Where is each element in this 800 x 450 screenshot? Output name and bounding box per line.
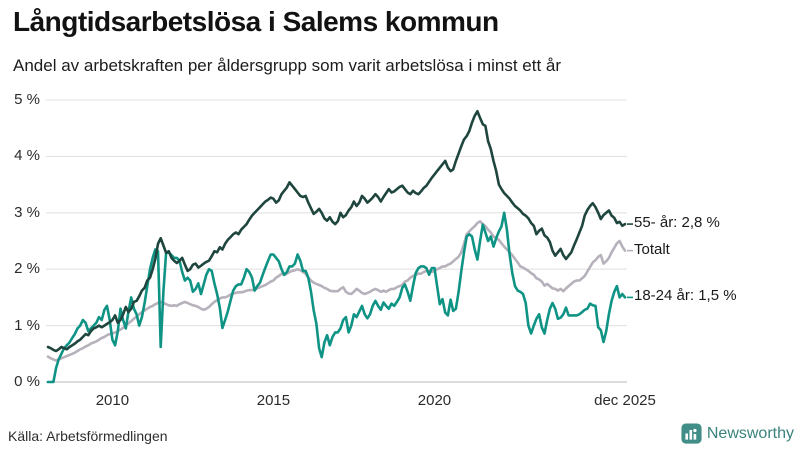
source-text: Källa: Arbetsförmedlingen [8, 428, 168, 444]
x-axis-label-2020: 2020 [417, 392, 452, 409]
page-title: Långtidsarbetslösa i Salems kommun [13, 6, 499, 37]
x-axis-label-2010: 2010 [95, 392, 130, 409]
y-axis-label-5: 5 % [14, 91, 40, 108]
newsworthy-logo[interactable]: Newsworthy [681, 423, 794, 444]
x-axis-label-2015: 2015 [256, 392, 291, 409]
newsworthy-icon [681, 423, 702, 444]
y-axis-label-1: 1 % [14, 316, 40, 334]
series-line-totalt [46, 220, 627, 362]
y-axis-label-3: 3 % [14, 203, 40, 221]
end-label-totalt: Totalt [634, 240, 670, 258]
series-line-18-24-r [46, 211, 627, 384]
series-line-55-r [46, 110, 627, 353]
y-axis-label-2: 2 % [14, 260, 40, 278]
page-subtitle: Andel av arbetskraften per åldersgrupp s… [13, 56, 562, 75]
newsworthy-wordmark: Newsworthy [706, 424, 794, 442]
end-label-18-24-r: 18-24 år: 1,5 % [634, 287, 737, 305]
x-axis-label-dec-2025: dec 2025 [594, 392, 656, 409]
end-label-55-r: 55- år: 2,8 % [634, 214, 720, 232]
y-axis-label-0: 0 % [14, 373, 40, 390]
y-axis-label-4: 4 % [14, 147, 40, 165]
